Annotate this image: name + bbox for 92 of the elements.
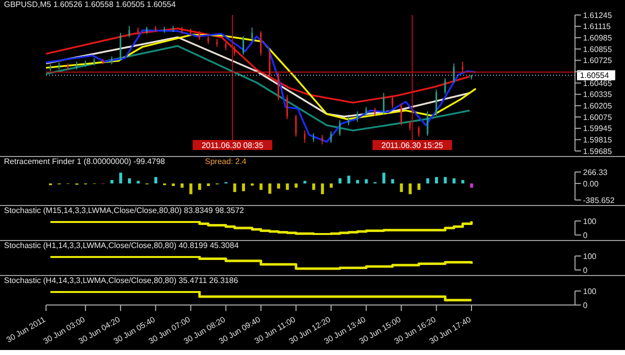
- y-tick-label: 0: [583, 300, 588, 310]
- candlestick: [382, 92, 384, 116]
- bar: [110, 180, 114, 184]
- candlestick: [260, 30, 262, 56]
- y-tick-label: 0.00: [583, 179, 600, 188]
- bar: [417, 183, 420, 190]
- y-tick-label: 1.61115: [583, 22, 612, 32]
- bar: [444, 176, 447, 184]
- candlestick: [330, 130, 332, 144]
- y-tick-label: 1.60205: [583, 102, 612, 111]
- bar: [119, 172, 122, 184]
- y-tick-label: 0: [583, 230, 588, 240]
- candlestick: [242, 36, 244, 56]
- candlestick: [251, 27, 253, 40]
- y-tick-label: 1.60985: [583, 34, 612, 43]
- candlestick: [278, 72, 280, 100]
- bar: [356, 180, 360, 184]
- bar: [206, 183, 210, 186]
- candlestick: [304, 130, 306, 144]
- bar: [347, 176, 350, 184]
- y-tick-label: 1.59685: [583, 146, 612, 156]
- bar: [470, 183, 474, 188]
- candlestick: [268, 50, 270, 78]
- bar: [172, 183, 175, 186]
- chart-title: Stochastic (H4,14,3,3,LWMA,Close/Close,80,80) 35.4711 26.3186: [4, 276, 238, 285]
- bar: [128, 178, 131, 184]
- bar: [294, 183, 298, 188]
- bar: [277, 183, 280, 189]
- bar: [233, 183, 236, 192]
- candlestick: [356, 110, 358, 122]
- bar: [189, 183, 192, 194]
- bar: [364, 179, 368, 184]
- candlestick: [436, 89, 438, 116]
- y-tick-label: 1.60465: [583, 78, 612, 88]
- bar: [382, 172, 386, 184]
- bar: [391, 179, 394, 184]
- y-tick-label: 1.60855: [583, 44, 612, 54]
- bar: [242, 183, 245, 192]
- text: Spread: 2.4: [205, 157, 246, 166]
- y-tick-label: 1.61245: [583, 10, 612, 20]
- candlestick: [128, 25, 130, 38]
- candlestick: [418, 126, 420, 138]
- ref-line-label: 1.60554: [580, 71, 610, 80]
- y-tick-label: 1.59815: [583, 136, 612, 145]
- bar: [426, 178, 430, 184]
- bar: [320, 183, 324, 194]
- bar: [250, 183, 254, 186]
- y-tick-label: 0: [583, 266, 588, 275]
- line-series: [46, 28, 471, 104]
- candlestick: [295, 114, 297, 138]
- y-tick-label: 100: [583, 252, 597, 261]
- bar: [136, 180, 140, 184]
- bar: [260, 183, 263, 190]
- chart-title: Stochastic (H1,14,3,3,LWMA,Close/Close,80,80) 40.8199 45.3084: [4, 241, 239, 250]
- chart-title: Stochastic (M15,14,3,3,LWMA,Close/Close,80,80) 83.8349 98.3572: [4, 206, 244, 215]
- candlestick: [453, 62, 455, 84]
- y-tick-label: 266.33: [583, 168, 608, 177]
- candlestick: [234, 45, 236, 56]
- y-tick-label: 1.60725: [583, 56, 612, 66]
- bar: [400, 183, 403, 192]
- y-tick-label: 1.60075: [583, 112, 612, 122]
- ref-line-label: 2011.06.30 15:25: [381, 141, 444, 150]
- bar: [286, 183, 289, 190]
- candlestick: [409, 120, 411, 132]
- candlestick: [286, 94, 288, 120]
- candlestick: [444, 78, 446, 94]
- candlestick: [120, 32, 122, 62]
- bar: [452, 178, 456, 184]
- y-tick-label: 1.59945: [583, 124, 612, 134]
- ref-line-label: 2011.06.30 08:35: [202, 141, 264, 150]
- candlestick: [426, 110, 428, 136]
- y-tick-label: -385.652: [583, 196, 616, 205]
- candlestick: [400, 102, 402, 126]
- bar: [338, 178, 342, 184]
- y-tick-label: 100: [583, 216, 597, 226]
- bar: [330, 183, 333, 188]
- bar: [180, 183, 184, 188]
- bar: [268, 183, 272, 194]
- bar: [312, 183, 316, 190]
- line-series: [46, 29, 477, 143]
- bar: [461, 180, 464, 184]
- bar: [435, 176, 438, 184]
- candlestick: [321, 134, 324, 145]
- chart-title: Retracement Finder 1 (8.00000000) -99.4798: [4, 157, 165, 166]
- bar: [303, 180, 306, 184]
- y-tick-label: 100: [583, 286, 597, 296]
- y-tick-label: 1.60335: [583, 90, 612, 100]
- bar: [408, 183, 412, 194]
- chart-title: GBPUSD,M5 1.60526 1.60558 1.60505 1.60554: [4, 0, 176, 9]
- bar: [154, 176, 158, 184]
- bar: [198, 183, 202, 190]
- candlestick: [339, 120, 341, 136]
